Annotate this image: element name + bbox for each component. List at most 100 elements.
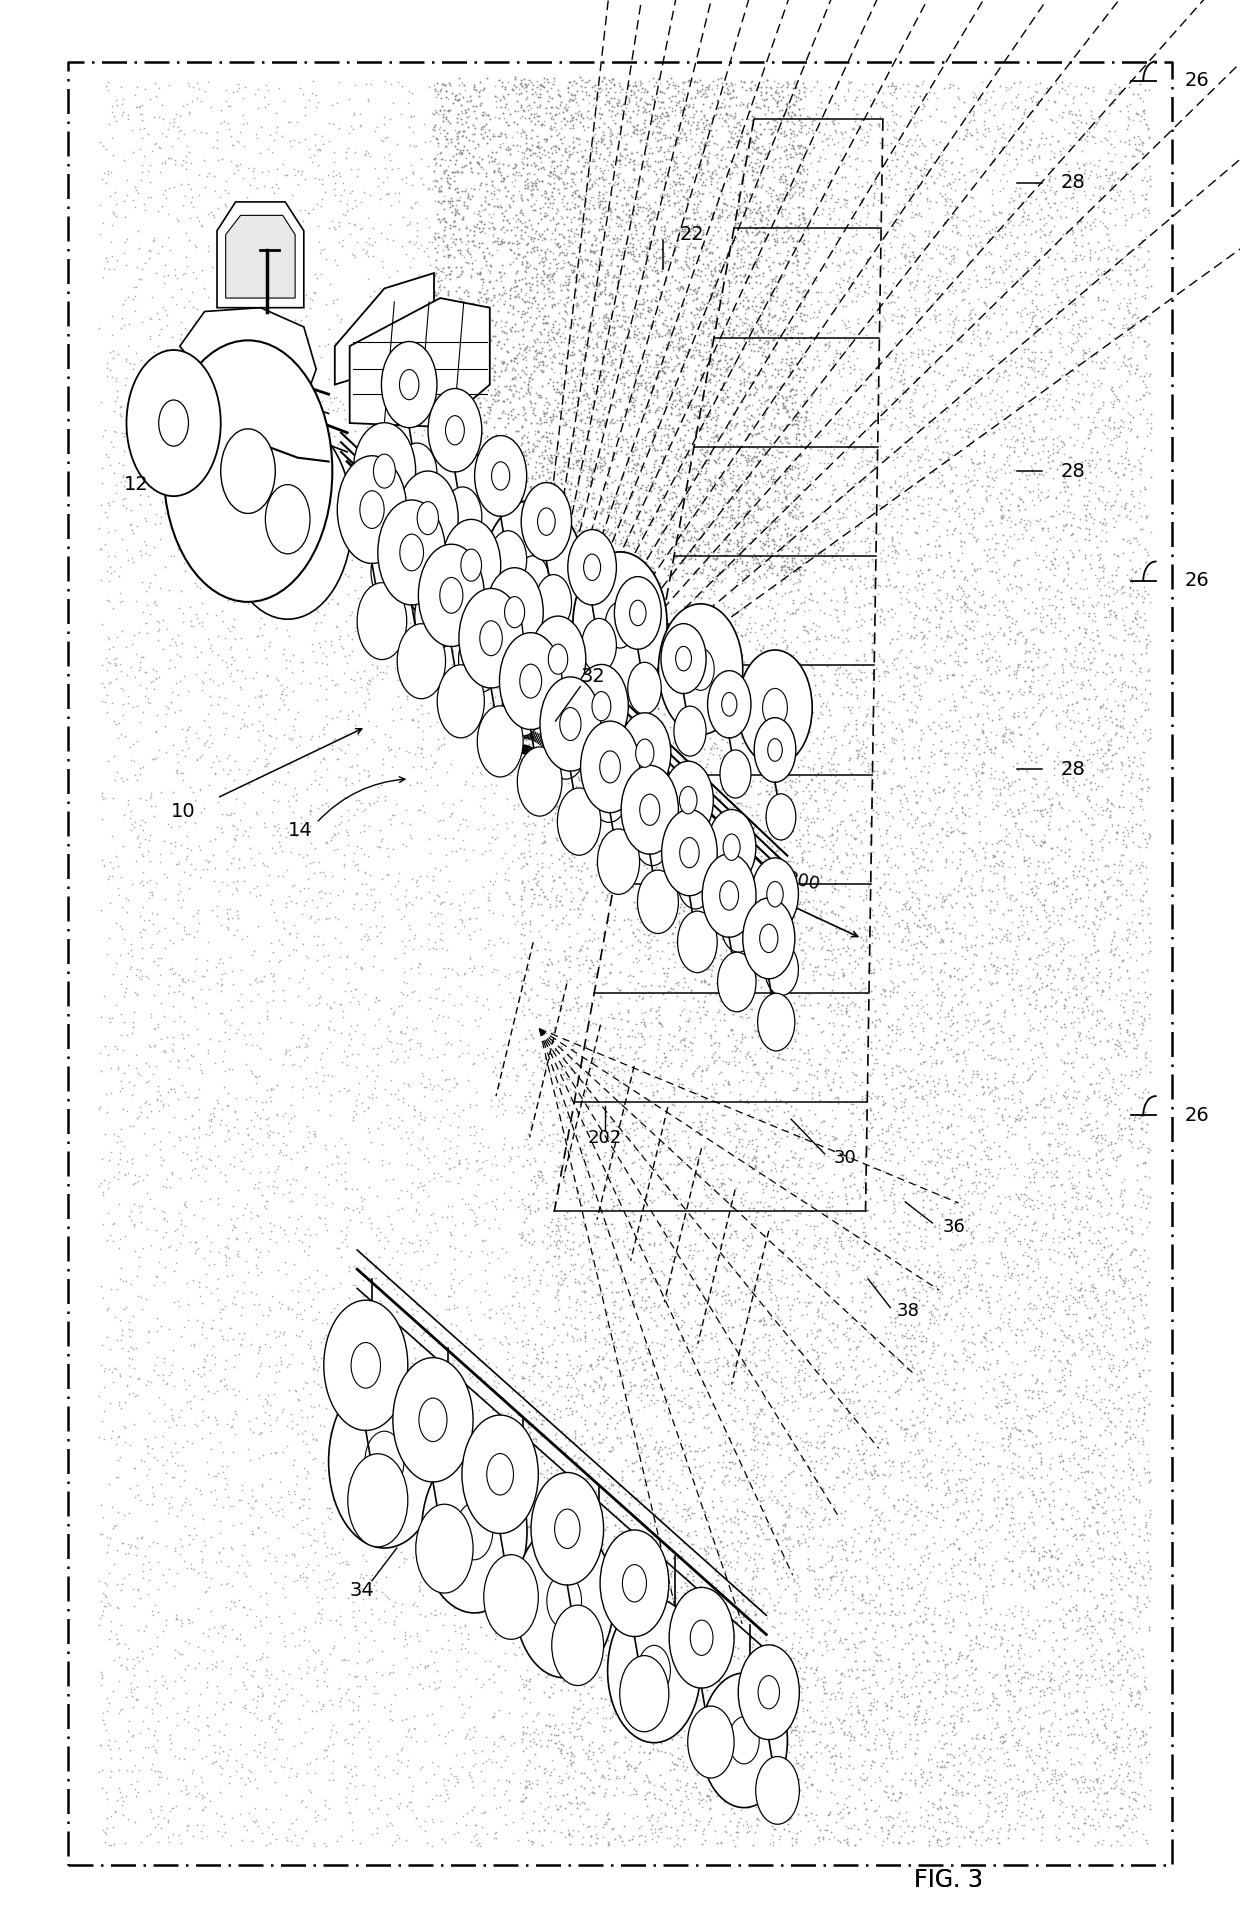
Point xyxy=(1012,1592,1032,1623)
Point xyxy=(1094,1765,1114,1796)
Point xyxy=(801,1742,821,1773)
Point xyxy=(562,1821,582,1852)
Point xyxy=(521,179,541,210)
Point xyxy=(93,1181,113,1211)
Point xyxy=(341,494,361,525)
Point xyxy=(738,1465,758,1496)
Point xyxy=(775,992,795,1023)
Point xyxy=(305,1606,325,1636)
Point xyxy=(231,150,250,181)
Point xyxy=(241,969,260,1000)
Point xyxy=(1086,1156,1106,1186)
Point xyxy=(862,704,882,735)
Point xyxy=(758,556,777,587)
Point xyxy=(1071,652,1091,683)
Point xyxy=(899,1217,919,1248)
Point xyxy=(791,935,811,965)
Point xyxy=(832,1563,852,1594)
Point xyxy=(693,494,713,525)
Point xyxy=(157,1761,177,1792)
Point xyxy=(835,429,854,460)
Point xyxy=(355,1661,374,1692)
Point xyxy=(965,556,985,587)
Point xyxy=(516,562,536,592)
Point xyxy=(773,429,792,460)
Point xyxy=(717,1435,737,1465)
Point xyxy=(309,227,329,258)
Point xyxy=(851,1617,870,1648)
Point xyxy=(322,1496,342,1527)
Point xyxy=(148,1315,167,1346)
Point xyxy=(119,1342,139,1373)
Point xyxy=(159,977,179,1008)
Point xyxy=(578,402,598,433)
Point xyxy=(342,635,362,665)
Point xyxy=(472,1331,492,1361)
Point xyxy=(157,1367,177,1398)
Point xyxy=(252,248,272,279)
Point xyxy=(980,94,999,125)
Point xyxy=(810,1821,830,1852)
Point xyxy=(828,1181,848,1211)
Point xyxy=(811,862,831,892)
Point xyxy=(477,519,497,550)
Point xyxy=(785,677,805,708)
Point xyxy=(704,510,724,540)
Point xyxy=(1091,1290,1111,1321)
Point xyxy=(1039,165,1059,196)
Point xyxy=(115,1413,135,1444)
Point xyxy=(1004,1454,1024,1485)
Point xyxy=(1099,729,1118,760)
Point xyxy=(715,1494,735,1525)
Point xyxy=(97,1817,117,1848)
Point xyxy=(821,760,841,790)
Point xyxy=(734,592,754,623)
Circle shape xyxy=(486,567,543,656)
Circle shape xyxy=(520,663,542,698)
Point xyxy=(512,583,532,613)
Point xyxy=(97,585,117,615)
Point xyxy=(985,535,1004,565)
Point xyxy=(216,1004,236,1035)
Point xyxy=(197,1667,217,1698)
Point xyxy=(370,1225,389,1256)
Point xyxy=(589,1733,609,1763)
Point xyxy=(322,663,342,694)
Point xyxy=(941,431,961,462)
Point xyxy=(534,188,554,219)
Point xyxy=(652,1456,672,1486)
Point xyxy=(804,469,823,500)
Point xyxy=(1039,1535,1059,1565)
Point xyxy=(673,594,693,625)
Point xyxy=(709,1171,729,1202)
Point xyxy=(678,771,698,802)
Point xyxy=(577,340,596,371)
Point xyxy=(1043,1223,1063,1254)
Point xyxy=(565,1058,585,1088)
Point xyxy=(336,763,356,794)
Point xyxy=(992,221,1012,252)
Point xyxy=(1089,565,1109,596)
Point xyxy=(635,904,655,935)
Point xyxy=(735,554,755,585)
Point xyxy=(1069,1075,1089,1106)
Point xyxy=(594,129,614,160)
Point xyxy=(1064,706,1084,737)
Point xyxy=(569,462,589,492)
Point xyxy=(1032,1825,1052,1856)
Point xyxy=(569,452,589,483)
Point xyxy=(919,1271,939,1302)
Point xyxy=(875,815,895,846)
Point xyxy=(388,1110,408,1140)
Point xyxy=(1100,494,1120,525)
Point xyxy=(707,365,727,396)
Point xyxy=(387,1256,407,1286)
Point xyxy=(792,1336,812,1367)
Point xyxy=(491,481,511,512)
Point xyxy=(587,704,606,735)
Point xyxy=(827,1575,847,1606)
Point xyxy=(1075,1290,1095,1321)
Point xyxy=(460,625,480,656)
Point xyxy=(913,1081,932,1111)
Point xyxy=(1110,869,1130,900)
